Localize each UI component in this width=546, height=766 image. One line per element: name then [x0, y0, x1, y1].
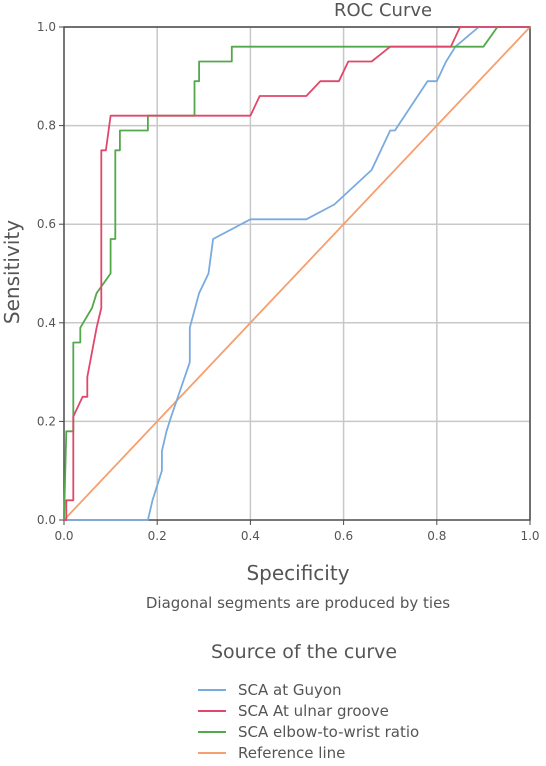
series-line-3	[63, 26, 531, 521]
x-tick-label: 0.0	[54, 529, 73, 543]
plot-frame	[63, 26, 531, 521]
legend-swatch	[198, 709, 226, 712]
legend-label: SCA elbow-to-wrist ratio	[238, 722, 420, 741]
x-tick-label: 0.8	[427, 529, 446, 543]
x-tick-label: 0.4	[241, 529, 260, 543]
series-line-1	[64, 26, 530, 521]
legend-swatch	[198, 751, 226, 754]
chart-title: ROC Curve	[334, 0, 433, 21]
y-tick-label: 0.6	[37, 217, 56, 231]
series-line-0	[64, 26, 530, 521]
legend-label: Reference line	[238, 743, 346, 762]
y-axis-label: Sensitivity	[0, 219, 24, 325]
legend-item-guyon: SCA at Guyon	[198, 679, 419, 700]
legend-swatch	[198, 730, 226, 733]
y-tick-label: 1.0	[37, 20, 56, 34]
y-tick-label: 0.8	[37, 119, 56, 133]
legend-item-reference: Reference line	[198, 742, 419, 763]
series-line-2	[63, 26, 530, 521]
y-tick-label: 0.2	[37, 414, 56, 428]
y-tick-label: 0.0	[37, 513, 56, 527]
x-tick-label: 0.2	[148, 529, 167, 543]
x-tick-label: 0.6	[334, 529, 353, 543]
legend-swatch	[198, 688, 226, 691]
legend-label: SCA at Guyon	[238, 680, 342, 699]
ties-note: Diagonal segments are produced by ties	[145, 594, 451, 612]
x-axis-label: Specificity	[246, 561, 350, 585]
legend-title: Source of the curve	[211, 641, 398, 663]
legend: SCA at Guyon SCA At ulnar groove SCA elb…	[198, 679, 419, 763]
y-tick-label: 0.4	[37, 316, 56, 330]
legend-item-elbow-to-wrist: SCA elbow-to-wrist ratio	[198, 721, 419, 742]
legend-item-ulnar-groove: SCA At ulnar groove	[198, 700, 419, 721]
legend-label: SCA At ulnar groove	[238, 701, 389, 720]
x-tick-label: 1.0	[520, 529, 539, 543]
